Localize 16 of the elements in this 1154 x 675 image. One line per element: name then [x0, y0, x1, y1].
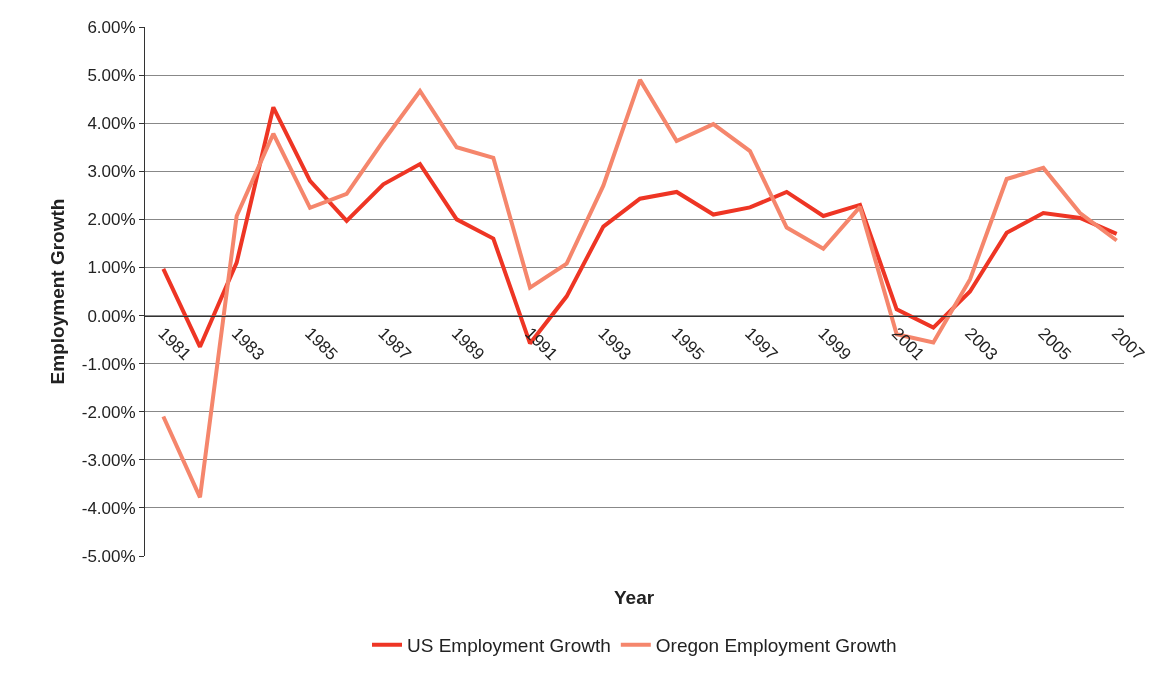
y-tick-label: 4.00% [87, 114, 136, 134]
y-tick-label: 0.00% [87, 306, 136, 326]
y-tick-label: -4.00% [81, 498, 136, 518]
y-tick-label: 3.00% [87, 162, 136, 182]
y-tick-label: -1.00% [81, 354, 136, 374]
y-tick-label: 1.00% [87, 258, 136, 278]
y-tick-label: -3.00% [81, 450, 136, 470]
y-tick-label: 6.00% [87, 17, 136, 37]
legend-label: Oregon Employment Growth [655, 635, 897, 657]
y-tick-label: -5.00% [81, 546, 136, 566]
y-tick-label: 2.00% [87, 210, 136, 230]
legend-label: US Employment Growth [407, 635, 611, 657]
y-tick-label: -2.00% [81, 402, 136, 422]
x-axis-title: Year [614, 587, 655, 608]
y-axis-title: Employment Growth [46, 198, 68, 385]
y-tick-label: 5.00% [87, 66, 136, 86]
